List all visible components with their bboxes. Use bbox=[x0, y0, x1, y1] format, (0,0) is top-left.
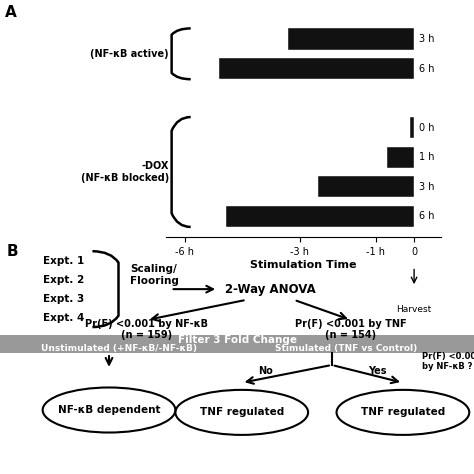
Bar bbox=[318, 176, 414, 197]
Text: B: B bbox=[7, 244, 19, 259]
Text: Harvest: Harvest bbox=[396, 305, 432, 314]
X-axis label: Stimulation Time: Stimulation Time bbox=[250, 259, 356, 270]
Text: Pr(F) <0.001 by TNF
(n = 154): Pr(F) <0.001 by TNF (n = 154) bbox=[295, 319, 407, 340]
Text: TNF regulated: TNF regulated bbox=[361, 407, 445, 418]
Text: No: No bbox=[258, 366, 273, 376]
Text: 6 h: 6 h bbox=[419, 64, 434, 73]
Bar bbox=[288, 28, 414, 50]
Text: A: A bbox=[5, 5, 17, 20]
Text: Expt. 2: Expt. 2 bbox=[43, 274, 84, 285]
Text: Scaling/
Flooring: Scaling/ Flooring bbox=[130, 264, 179, 286]
Text: Unstimulated (+NF-κB/-NF-κB): Unstimulated (+NF-κB/-NF-κB) bbox=[40, 344, 197, 353]
Text: 0 h: 0 h bbox=[419, 123, 434, 133]
Text: Expt. 3: Expt. 3 bbox=[43, 293, 84, 304]
Text: NF-κB dependent: NF-κB dependent bbox=[58, 405, 160, 415]
Text: Filter 3 Fold Change: Filter 3 Fold Change bbox=[177, 335, 297, 346]
Bar bbox=[387, 146, 414, 168]
Text: 3 h: 3 h bbox=[419, 182, 434, 192]
Bar bbox=[410, 117, 414, 138]
Text: Yes: Yes bbox=[367, 366, 386, 376]
Text: Pr(F) <0.001
by NF-κB ?: Pr(F) <0.001 by NF-κB ? bbox=[422, 352, 474, 371]
Bar bbox=[226, 206, 414, 227]
Text: Pr(F) <0.001 by NF-κB
(n = 159): Pr(F) <0.001 by NF-κB (n = 159) bbox=[85, 319, 209, 340]
Text: 6 h: 6 h bbox=[419, 211, 434, 221]
Text: Expt. 4: Expt. 4 bbox=[43, 312, 84, 323]
Text: 1 h: 1 h bbox=[419, 152, 434, 162]
Text: (NF-κB active): (NF-κB active) bbox=[91, 49, 169, 59]
Bar bbox=[0, 336, 474, 353]
Text: Expt. 1: Expt. 1 bbox=[43, 255, 84, 266]
Bar bbox=[219, 58, 414, 79]
Text: Stimulated (TNF vs Control): Stimulated (TNF vs Control) bbox=[275, 344, 417, 353]
Text: -DOX
(NF-κB blocked): -DOX (NF-κB blocked) bbox=[81, 161, 169, 183]
Text: TNF regulated: TNF regulated bbox=[200, 407, 284, 418]
Text: 2-Way ANOVA: 2-Way ANOVA bbox=[225, 283, 316, 296]
Text: 3 h: 3 h bbox=[419, 34, 434, 44]
